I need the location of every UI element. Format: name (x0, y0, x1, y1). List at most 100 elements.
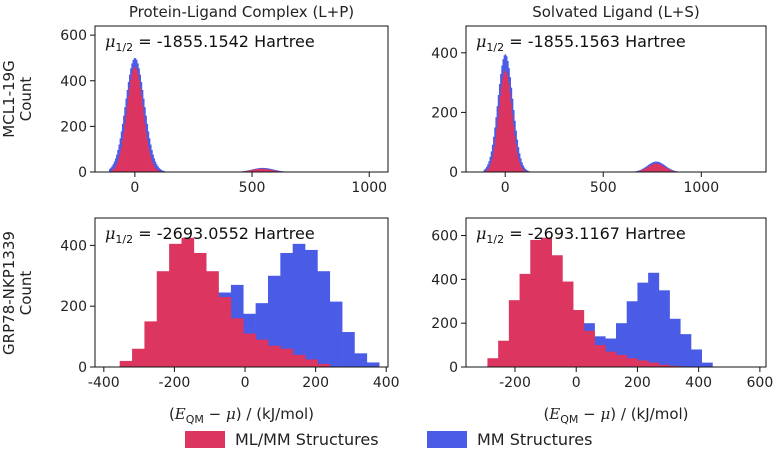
histogram-bar (329, 301, 343, 367)
y-tick-label: 200 (60, 299, 87, 315)
histogram-bar (141, 105, 144, 172)
histogram-bar (658, 164, 661, 172)
histogram-bar (517, 157, 519, 172)
histogram-bar (691, 349, 703, 367)
histogram-bar (496, 128, 498, 172)
histogram-bar (523, 167, 526, 172)
histogram-bar (257, 168, 260, 172)
histogram-bar (111, 166, 113, 172)
histogram-bar (515, 144, 517, 172)
histogram-bar (657, 163, 659, 172)
histogram-bar (487, 164, 489, 172)
histogram-bar (263, 168, 266, 172)
histogram-bar (131, 73, 133, 172)
histogram-bar (499, 95, 502, 172)
histogram-bar (497, 117, 499, 172)
histogram-bar (270, 170, 273, 172)
histogram-bar (130, 80, 132, 172)
histogram-bar (500, 86, 503, 172)
x-tick-label: 200 (302, 375, 329, 391)
histogram-bar (660, 165, 663, 172)
histogram-bar (512, 125, 515, 172)
histogram-bar (157, 170, 159, 172)
histogram-bar (511, 114, 513, 172)
histogram-bar (109, 168, 111, 172)
histogram-bar (247, 170, 249, 172)
histogram-bar (139, 87, 142, 172)
x-tick-label: 0 (130, 180, 139, 196)
histogram-bar (267, 169, 269, 172)
x-tick-label: 600 (747, 375, 774, 391)
histogram-bar (161, 170, 164, 172)
x-tick-label: -200 (159, 375, 191, 391)
histogram-bar (111, 170, 113, 172)
histogram-bar (530, 239, 542, 367)
histogram-bar (146, 140, 149, 172)
histogram-bar (113, 168, 116, 172)
row-label: MCL1-19G (0, 60, 18, 137)
histogram-bar (133, 67, 136, 172)
x-tick-label: 1000 (683, 180, 719, 196)
x-tick-label: 1000 (351, 180, 387, 196)
histogram-bar (487, 168, 490, 172)
histogram-bar (181, 237, 195, 367)
panel-3: -400 -200 0 200 400 0 200 400 μ1/2 = -2693.0552 … (0, 217, 400, 426)
histogram-bar (605, 351, 617, 367)
histogram-bar (144, 321, 158, 367)
y-tick-label: 600 (431, 229, 458, 245)
panel-4: -200 0 200 400 600 0 200 400 600 μ1/2 = -2693.116… (431, 217, 774, 426)
series-mlmm (485, 70, 678, 172)
mu-annotation: μ1/2 = -1855.1542 Hartree (105, 32, 315, 54)
histogram-bar (138, 80, 140, 172)
histogram-bar (125, 114, 127, 172)
histogram-bar (123, 132, 125, 172)
legend-label-mlmm: ML/MM Structures (235, 430, 379, 449)
histogram-bar (505, 71, 508, 172)
histogram-bar (616, 323, 628, 367)
histogram-bar (147, 146, 150, 172)
histogram-bar (136, 69, 138, 172)
histogram-bar (292, 243, 306, 367)
histogram-bar (526, 170, 528, 172)
histogram-bar (273, 170, 275, 172)
histogram-bar (126, 105, 129, 172)
x-tick-label: 200 (624, 375, 651, 391)
histogram-bar (670, 170, 672, 172)
histogram-bar (230, 318, 244, 367)
histogram-bar (490, 151, 493, 172)
histogram-bar (159, 168, 161, 172)
histogram-bar (491, 144, 494, 172)
histogram-bar (118, 157, 120, 172)
histogram-bar (573, 310, 585, 367)
figure: 0 500 1000 0 200 400 600 Protein-Ligand Complex… (0, 3, 774, 426)
histogram-bar (551, 255, 563, 367)
histogram-bar (267, 345, 281, 367)
histogram-bar (274, 170, 276, 172)
histogram-bar (666, 168, 669, 172)
histogram-bar (648, 272, 660, 367)
histogram-bar (491, 159, 493, 172)
histogram-bar (120, 146, 123, 172)
histogram-bar (639, 170, 642, 172)
histogram-bar (483, 169, 486, 172)
histogram-bar (495, 138, 497, 172)
histogram-bar (127, 96, 130, 172)
histogram-bar (116, 154, 118, 172)
histogram-bar (486, 166, 488, 172)
y-tick-label: 400 (431, 46, 458, 62)
histogram-bar (260, 168, 262, 172)
histogram-bar (117, 149, 119, 172)
histogram-bar (256, 169, 259, 172)
histogram-bar (145, 132, 147, 172)
legend-item-mlmm: ML/MM Structures (185, 430, 379, 449)
histogram-bar (151, 161, 153, 172)
histogram-bar (193, 252, 207, 367)
histogram-bar (218, 297, 232, 367)
histogram-bar (132, 69, 134, 172)
histogram-bar (137, 73, 139, 172)
y-tick-label: 0 (78, 360, 87, 376)
histogram-bar (128, 87, 131, 172)
histogram-bar (522, 165, 524, 172)
histogram-bar (305, 249, 318, 367)
histogram-bar (110, 167, 112, 172)
